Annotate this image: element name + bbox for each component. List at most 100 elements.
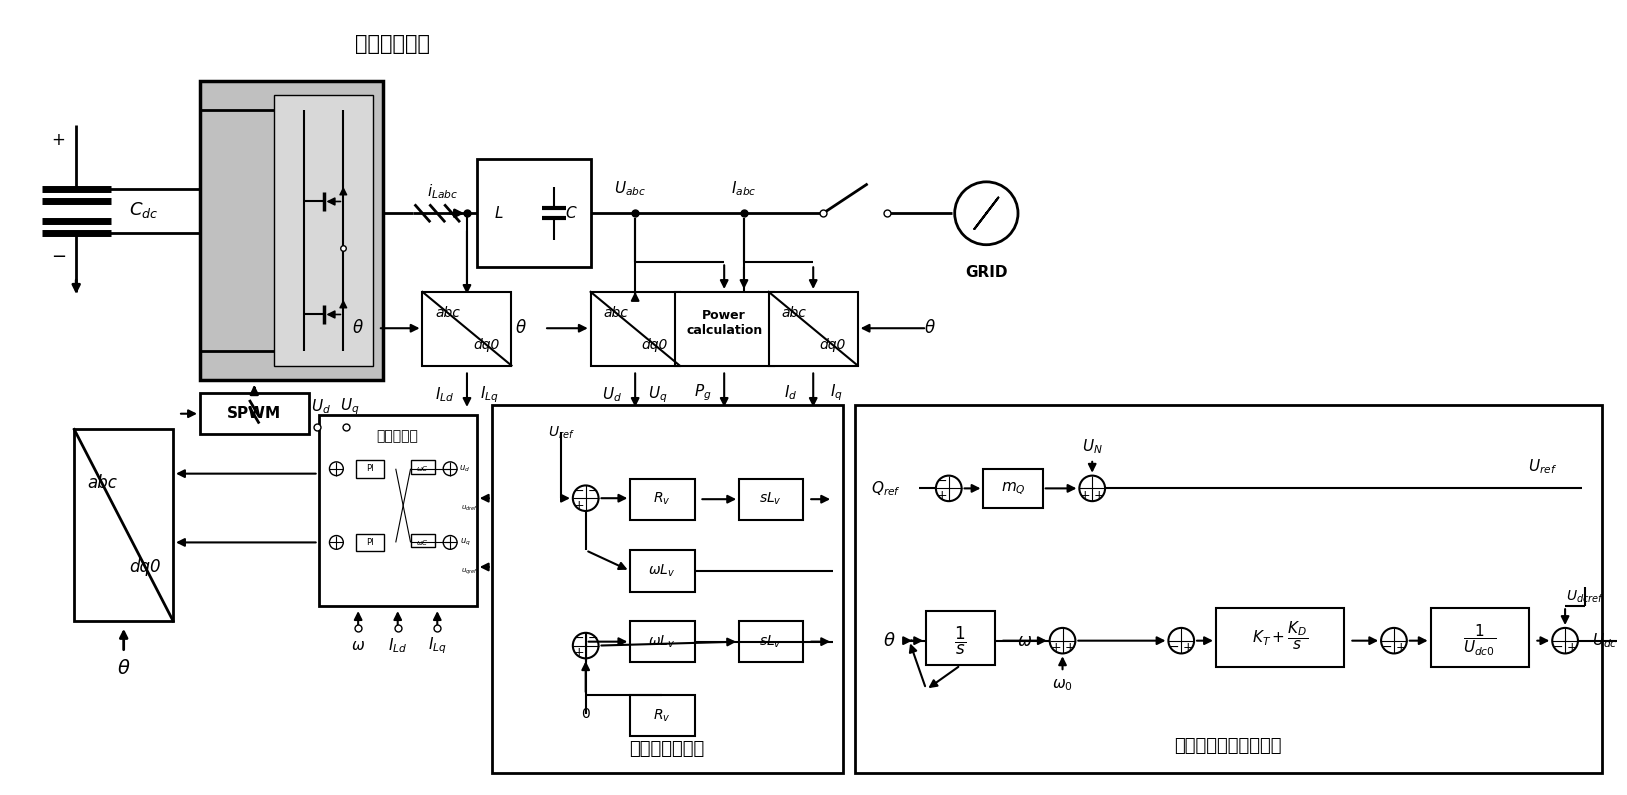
Text: $U_{abc}$: $U_{abc}$: [613, 180, 646, 198]
Bar: [630, 695, 695, 736]
Text: −: −: [1170, 641, 1180, 654]
Text: 0: 0: [581, 708, 591, 721]
Text: −: −: [587, 485, 597, 498]
Text: abc: abc: [781, 305, 805, 320]
Bar: [630, 621, 695, 662]
Text: $U_{ref}$: $U_{ref}$: [548, 425, 574, 440]
Text: $u_d$: $u_d$: [459, 463, 470, 474]
Bar: [356, 460, 384, 478]
Text: $\omega$: $\omega$: [351, 638, 364, 653]
Bar: [423, 292, 511, 366]
Bar: [739, 479, 804, 520]
Text: $Q_{ref}$: $Q_{ref}$: [872, 479, 901, 498]
Text: dq0: dq0: [641, 338, 669, 352]
Text: GRID: GRID: [965, 265, 1007, 280]
Text: +: +: [1093, 489, 1105, 502]
Text: $I_{Lq}$: $I_{Lq}$: [428, 635, 447, 656]
Bar: [768, 292, 857, 366]
Text: $\omega L_v$: $\omega L_v$: [648, 634, 675, 650]
Text: $I_{abc}$: $I_{abc}$: [731, 180, 757, 198]
Text: 电网侧控制器: 电网侧控制器: [355, 34, 430, 54]
Text: $P_g$: $P_g$: [693, 382, 711, 403]
Bar: [675, 292, 774, 366]
Text: $R_v$: $R_v$: [652, 707, 670, 723]
Text: +: +: [573, 646, 584, 659]
Text: abc: abc: [86, 474, 117, 492]
Text: $\omega L_v$: $\omega L_v$: [648, 563, 675, 579]
Bar: [319, 415, 477, 607]
Text: −: −: [50, 249, 67, 266]
Text: $K_T+\dfrac{K_D}{s}$: $K_T+\dfrac{K_D}{s}$: [1253, 619, 1308, 652]
Text: $sL_v$: $sL_v$: [760, 491, 783, 507]
Text: $\dfrac{1}{U_{dc0}}$: $\dfrac{1}{U_{dc0}}$: [1464, 623, 1497, 658]
Text: +: +: [1064, 641, 1075, 654]
Text: $\theta$: $\theta$: [117, 659, 130, 677]
Text: SPWM: SPWM: [228, 406, 281, 421]
Text: $\omega C$: $\omega C$: [417, 538, 430, 547]
Bar: [983, 469, 1043, 508]
Text: $u_{dref}$: $u_{dref}$: [462, 503, 478, 513]
Text: PI: PI: [366, 538, 374, 547]
Text: 直流电压自同步控制器: 直流电压自同步控制器: [1175, 737, 1282, 754]
Bar: [200, 393, 309, 434]
Text: −: −: [587, 632, 597, 646]
Text: $U_d$: $U_d$: [602, 386, 623, 405]
Bar: [739, 621, 804, 662]
Text: $U_q$: $U_q$: [648, 385, 667, 405]
Text: +: +: [52, 130, 65, 149]
Text: $m_Q$: $m_Q$: [1001, 480, 1025, 497]
Text: $\theta$: $\theta$: [516, 320, 527, 337]
Text: 虚拟阻抗控制器: 虚拟阻抗控制器: [630, 740, 704, 758]
Text: +: +: [1567, 641, 1577, 654]
Text: $I_d$: $I_d$: [784, 384, 797, 402]
Text: −: −: [1381, 641, 1393, 654]
Text: $U_d$: $U_d$: [311, 398, 330, 417]
Text: $i_{Labc}$: $i_{Labc}$: [426, 182, 457, 201]
Text: abc: abc: [604, 305, 628, 320]
Text: $I_q$: $I_q$: [830, 382, 843, 403]
Text: $\theta$: $\theta$: [924, 320, 936, 337]
Bar: [591, 292, 680, 366]
Text: $U_N$: $U_N$: [1082, 438, 1103, 456]
Bar: [491, 405, 843, 774]
Text: $U_q$: $U_q$: [340, 397, 360, 417]
Bar: [1215, 608, 1344, 667]
Text: C: C: [566, 206, 576, 221]
Text: L: L: [495, 206, 503, 221]
Text: $\omega$: $\omega$: [1017, 632, 1033, 650]
Text: $I_{Ld}$: $I_{Ld}$: [434, 386, 454, 405]
Text: abc: abc: [434, 305, 460, 320]
Bar: [273, 95, 373, 366]
Text: $\omega_0$: $\omega_0$: [1053, 677, 1072, 692]
Bar: [477, 159, 591, 267]
Text: $U_{dcref}$: $U_{dcref}$: [1565, 588, 1604, 605]
Text: +: +: [1080, 489, 1090, 502]
Text: $I_{Ld}$: $I_{Ld}$: [389, 636, 407, 655]
Bar: [630, 550, 695, 591]
Bar: [630, 479, 695, 520]
Text: $\theta$: $\theta$: [883, 632, 896, 650]
Text: $U_{dc}$: $U_{dc}$: [1591, 631, 1617, 650]
Text: $\omega C$: $\omega C$: [417, 464, 430, 473]
Text: −: −: [937, 475, 947, 488]
Bar: [356, 533, 384, 551]
Text: dq0: dq0: [130, 558, 161, 576]
Bar: [854, 405, 1601, 774]
Text: $I_{Lq}$: $I_{Lq}$: [480, 385, 499, 405]
Bar: [75, 429, 172, 621]
Text: $sL_v$: $sL_v$: [760, 634, 783, 650]
Text: $u_{qref}$: $u_{qref}$: [462, 567, 478, 577]
Text: dq0: dq0: [820, 338, 846, 352]
Text: −: −: [1552, 641, 1564, 654]
Text: $C_{dc}$: $C_{dc}$: [129, 200, 158, 220]
Text: +: +: [1183, 641, 1194, 654]
Text: $\dfrac{1}{s}$: $\dfrac{1}{s}$: [955, 625, 966, 657]
Text: Power
calculation: Power calculation: [687, 309, 763, 337]
Text: −: −: [573, 485, 584, 498]
Text: 双环控制器: 双环控制器: [377, 429, 418, 444]
Bar: [926, 611, 996, 665]
Bar: [410, 533, 436, 547]
Text: dq0: dq0: [473, 338, 499, 352]
Text: +: +: [1051, 641, 1061, 654]
Text: $R_v$: $R_v$: [652, 491, 670, 507]
